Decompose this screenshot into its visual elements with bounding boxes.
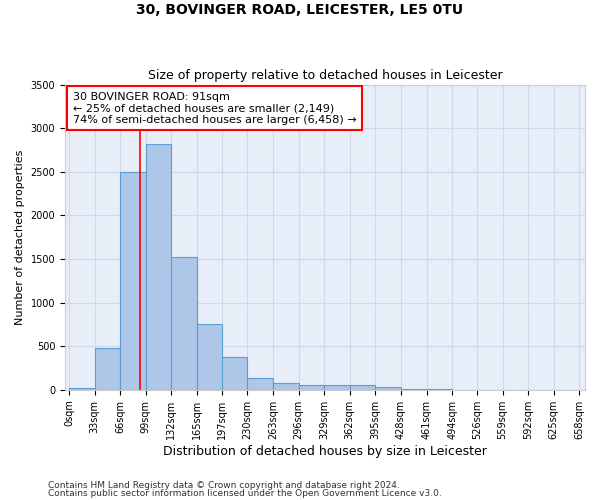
Text: Contains HM Land Registry data © Crown copyright and database right 2024.: Contains HM Land Registry data © Crown c… <box>48 480 400 490</box>
Bar <box>146 144 172 390</box>
Bar <box>69 388 95 390</box>
Bar <box>350 385 376 390</box>
Bar <box>376 387 401 390</box>
Bar <box>401 389 427 390</box>
Bar <box>299 385 324 390</box>
Bar <box>120 172 146 390</box>
Text: 30, BOVINGER ROAD, LEICESTER, LE5 0TU: 30, BOVINGER ROAD, LEICESTER, LE5 0TU <box>136 2 464 16</box>
Title: Size of property relative to detached houses in Leicester: Size of property relative to detached ho… <box>148 69 502 82</box>
Bar <box>247 378 273 390</box>
X-axis label: Distribution of detached houses by size in Leicester: Distribution of detached houses by size … <box>163 444 487 458</box>
Text: 30 BOVINGER ROAD: 91sqm
← 25% of detached houses are smaller (2,149)
74% of semi: 30 BOVINGER ROAD: 91sqm ← 25% of detache… <box>73 92 356 124</box>
Text: Contains public sector information licensed under the Open Government Licence v3: Contains public sector information licen… <box>48 489 442 498</box>
Y-axis label: Number of detached properties: Number of detached properties <box>15 150 25 325</box>
Bar <box>172 258 197 390</box>
Bar <box>273 383 299 390</box>
Bar <box>324 385 350 390</box>
Bar <box>197 324 222 390</box>
Bar <box>95 348 120 390</box>
Bar <box>222 356 247 390</box>
